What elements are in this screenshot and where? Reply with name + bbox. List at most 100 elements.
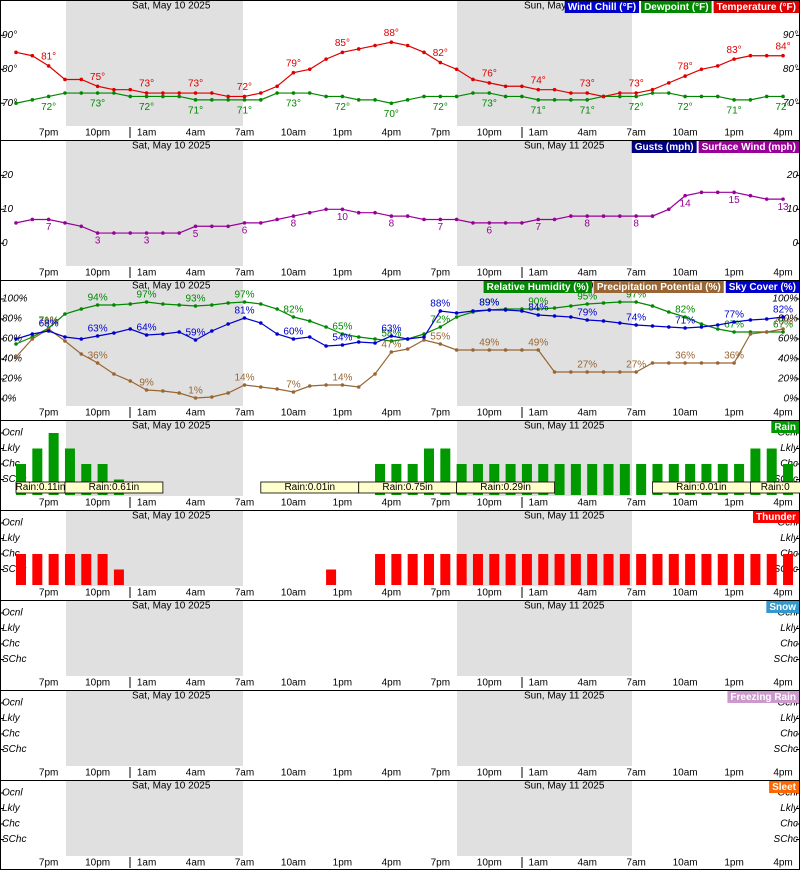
y-tick-label: Ocnl xyxy=(777,698,798,709)
point xyxy=(14,342,18,346)
series-line xyxy=(15,301,784,345)
point xyxy=(503,84,508,89)
hour-label: 1pm xyxy=(724,858,743,869)
value-label: 7% xyxy=(286,380,301,391)
value-label: 60% xyxy=(283,327,303,338)
point xyxy=(340,332,345,336)
date-label: Sat, May 10 2025 xyxy=(132,691,211,702)
point xyxy=(569,315,573,319)
y-tick-label: SChc xyxy=(2,474,26,485)
point xyxy=(373,337,377,341)
hour-label: 10pm xyxy=(85,128,110,139)
y-tick-label: SChc xyxy=(2,654,26,665)
point xyxy=(356,98,361,102)
legend-box xyxy=(771,421,799,433)
point xyxy=(79,337,84,341)
hour-label: 1am xyxy=(137,678,156,689)
bar xyxy=(472,464,483,495)
series-line xyxy=(15,309,784,347)
y-tick-label: SChc xyxy=(2,564,26,575)
y-tick-label: 40% xyxy=(778,354,798,365)
bar xyxy=(668,554,679,585)
bar xyxy=(81,464,92,495)
point xyxy=(650,91,655,95)
hour-label: 4pm xyxy=(382,768,401,779)
point xyxy=(63,339,67,343)
hour-label: 1pm xyxy=(333,268,352,279)
point xyxy=(63,91,67,95)
point xyxy=(715,94,720,99)
value-label: 64% xyxy=(137,323,157,334)
value-label: 77% xyxy=(724,310,744,321)
rain-total-label: Rain:0.01in xyxy=(676,482,727,493)
y-tick-label: Ocnl xyxy=(777,428,798,439)
value-label: 79% xyxy=(577,308,597,319)
point xyxy=(732,320,736,324)
hour-label: 4pm xyxy=(382,268,401,279)
hour-label: 1pm xyxy=(724,498,743,509)
legend-label: Sleet xyxy=(772,782,797,793)
point xyxy=(242,98,247,102)
point xyxy=(454,94,459,99)
legend-label: Relative Humidity (%) xyxy=(487,282,589,293)
hour-label: 4am xyxy=(186,768,205,779)
value-label: 72° xyxy=(433,102,448,113)
value-label: 82% xyxy=(773,305,793,316)
value-label: 27% xyxy=(626,360,646,371)
bar xyxy=(652,554,663,585)
point xyxy=(650,304,655,308)
point xyxy=(46,94,51,99)
hour-label: 4am xyxy=(577,268,596,279)
hour-label: 4pm xyxy=(382,588,401,599)
hour-label: 1pm xyxy=(333,408,352,419)
point xyxy=(259,98,263,102)
y-tick-label: 0% xyxy=(2,394,17,405)
rain-total-label: Rain:0.29in xyxy=(480,482,531,493)
point xyxy=(112,372,116,376)
legend-box xyxy=(713,1,799,13)
bar xyxy=(636,464,647,495)
hour-label: 7pm xyxy=(431,588,450,599)
hour-label: 7am xyxy=(235,128,254,139)
hour-label: 7am xyxy=(235,268,254,279)
value-label: 73° xyxy=(139,79,154,90)
point xyxy=(405,337,410,341)
point xyxy=(667,361,671,365)
value-label: 5 xyxy=(193,229,199,240)
point xyxy=(699,190,704,195)
value-label: 67% xyxy=(724,320,744,331)
value-label: 8 xyxy=(291,219,297,230)
point xyxy=(764,53,769,58)
point xyxy=(715,64,720,68)
point xyxy=(650,361,655,365)
point xyxy=(242,383,247,387)
point xyxy=(307,384,312,388)
point xyxy=(210,98,214,102)
point xyxy=(389,214,394,218)
point xyxy=(128,87,133,92)
point xyxy=(781,330,785,334)
hour-label: 1am xyxy=(529,858,548,869)
point xyxy=(552,306,557,310)
legend-box xyxy=(564,1,640,13)
value-label: 74% xyxy=(626,313,646,324)
point xyxy=(112,87,116,92)
point xyxy=(30,332,35,336)
point xyxy=(471,77,475,82)
point xyxy=(144,333,149,337)
value-label: 82° xyxy=(433,48,448,59)
value-label: 74° xyxy=(531,75,546,86)
point xyxy=(356,385,361,389)
hour-label: 4pm xyxy=(382,498,401,509)
value-label: 72° xyxy=(629,102,644,113)
point xyxy=(226,301,230,305)
value-label: 75° xyxy=(90,72,105,83)
hour-label: 1am xyxy=(529,768,548,779)
hour-label: 7am xyxy=(626,678,645,689)
point xyxy=(14,355,18,359)
y-tick-label: Lkly xyxy=(2,443,21,454)
bar xyxy=(701,464,712,495)
point xyxy=(601,214,606,218)
y-tick-label: SChc xyxy=(2,744,26,755)
value-label: 72° xyxy=(678,102,693,113)
